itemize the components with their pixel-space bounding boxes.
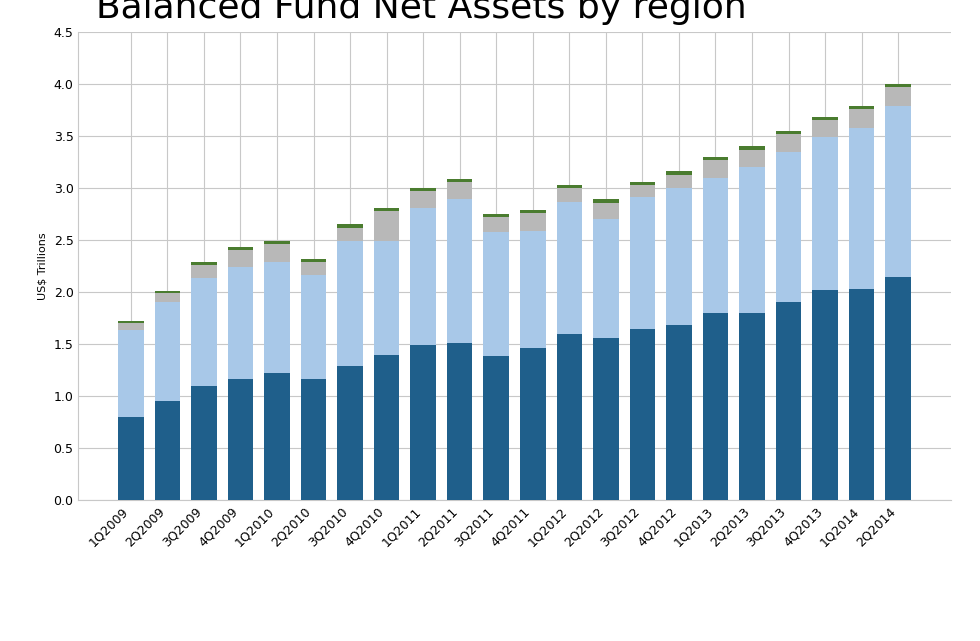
Bar bbox=[301, 276, 326, 379]
Bar bbox=[520, 231, 546, 348]
Bar bbox=[739, 167, 764, 313]
Bar bbox=[666, 325, 692, 500]
Bar bbox=[155, 291, 180, 293]
Bar bbox=[337, 224, 363, 228]
Bar bbox=[703, 178, 728, 313]
Bar bbox=[593, 203, 618, 219]
Bar bbox=[593, 219, 618, 338]
Bar bbox=[118, 321, 144, 323]
Bar bbox=[447, 199, 472, 343]
Bar bbox=[411, 208, 436, 345]
Bar bbox=[447, 343, 472, 500]
Bar bbox=[411, 191, 436, 208]
Bar bbox=[593, 338, 618, 500]
Bar bbox=[483, 356, 509, 500]
Bar bbox=[666, 188, 692, 325]
Bar bbox=[812, 117, 838, 121]
Bar bbox=[666, 171, 692, 174]
Bar bbox=[885, 87, 911, 106]
Bar bbox=[776, 134, 802, 152]
Bar bbox=[557, 333, 582, 500]
Bar bbox=[337, 228, 363, 241]
Bar bbox=[849, 109, 874, 128]
Bar bbox=[191, 386, 217, 500]
Bar bbox=[337, 366, 363, 500]
Bar bbox=[118, 331, 144, 417]
Bar bbox=[155, 303, 180, 401]
Bar bbox=[629, 185, 656, 197]
Bar bbox=[520, 210, 546, 213]
Bar bbox=[885, 84, 911, 87]
Bar bbox=[557, 185, 582, 188]
Bar bbox=[483, 214, 509, 217]
Bar bbox=[301, 259, 326, 262]
Bar bbox=[411, 345, 436, 500]
Bar bbox=[301, 262, 326, 276]
Bar bbox=[191, 262, 217, 265]
Bar bbox=[812, 121, 838, 137]
Bar bbox=[483, 217, 509, 231]
Bar bbox=[447, 182, 472, 199]
Y-axis label: US$ Trillions: US$ Trillions bbox=[38, 232, 48, 300]
Bar bbox=[483, 231, 509, 356]
Bar bbox=[739, 146, 764, 149]
Bar bbox=[593, 199, 618, 203]
Bar bbox=[849, 289, 874, 500]
Bar bbox=[849, 128, 874, 289]
Bar bbox=[776, 152, 802, 303]
Bar bbox=[629, 329, 656, 500]
Bar bbox=[703, 313, 728, 500]
Bar bbox=[557, 188, 582, 201]
Bar bbox=[520, 213, 546, 231]
Bar bbox=[373, 208, 400, 211]
Bar bbox=[703, 160, 728, 178]
Bar bbox=[739, 149, 764, 167]
Bar bbox=[373, 241, 400, 356]
Bar bbox=[739, 313, 764, 500]
Bar bbox=[301, 379, 326, 500]
Bar bbox=[155, 401, 180, 500]
Bar bbox=[812, 290, 838, 500]
Bar bbox=[191, 278, 217, 386]
Bar bbox=[118, 323, 144, 331]
Bar bbox=[557, 201, 582, 333]
Bar bbox=[776, 303, 802, 500]
Bar bbox=[373, 211, 400, 241]
Bar bbox=[191, 265, 217, 278]
Text: Balanced Fund Net Assets by region: Balanced Fund Net Assets by region bbox=[96, 0, 747, 25]
Bar bbox=[885, 106, 911, 278]
Bar bbox=[265, 373, 290, 500]
Bar bbox=[373, 356, 400, 500]
Bar bbox=[155, 293, 180, 303]
Bar bbox=[812, 137, 838, 290]
Bar bbox=[776, 131, 802, 134]
Bar bbox=[447, 179, 472, 182]
Bar bbox=[265, 241, 290, 244]
Bar bbox=[629, 197, 656, 329]
Bar bbox=[411, 188, 436, 191]
Bar bbox=[227, 247, 253, 251]
Bar bbox=[520, 348, 546, 500]
Bar bbox=[629, 182, 656, 185]
Bar bbox=[885, 278, 911, 500]
Bar bbox=[227, 251, 253, 267]
Bar bbox=[227, 267, 253, 379]
Bar bbox=[703, 157, 728, 160]
Bar bbox=[666, 174, 692, 188]
Bar bbox=[265, 262, 290, 373]
Bar bbox=[227, 379, 253, 500]
Bar bbox=[849, 106, 874, 109]
Bar bbox=[265, 244, 290, 262]
Bar bbox=[118, 417, 144, 500]
Bar bbox=[337, 241, 363, 366]
